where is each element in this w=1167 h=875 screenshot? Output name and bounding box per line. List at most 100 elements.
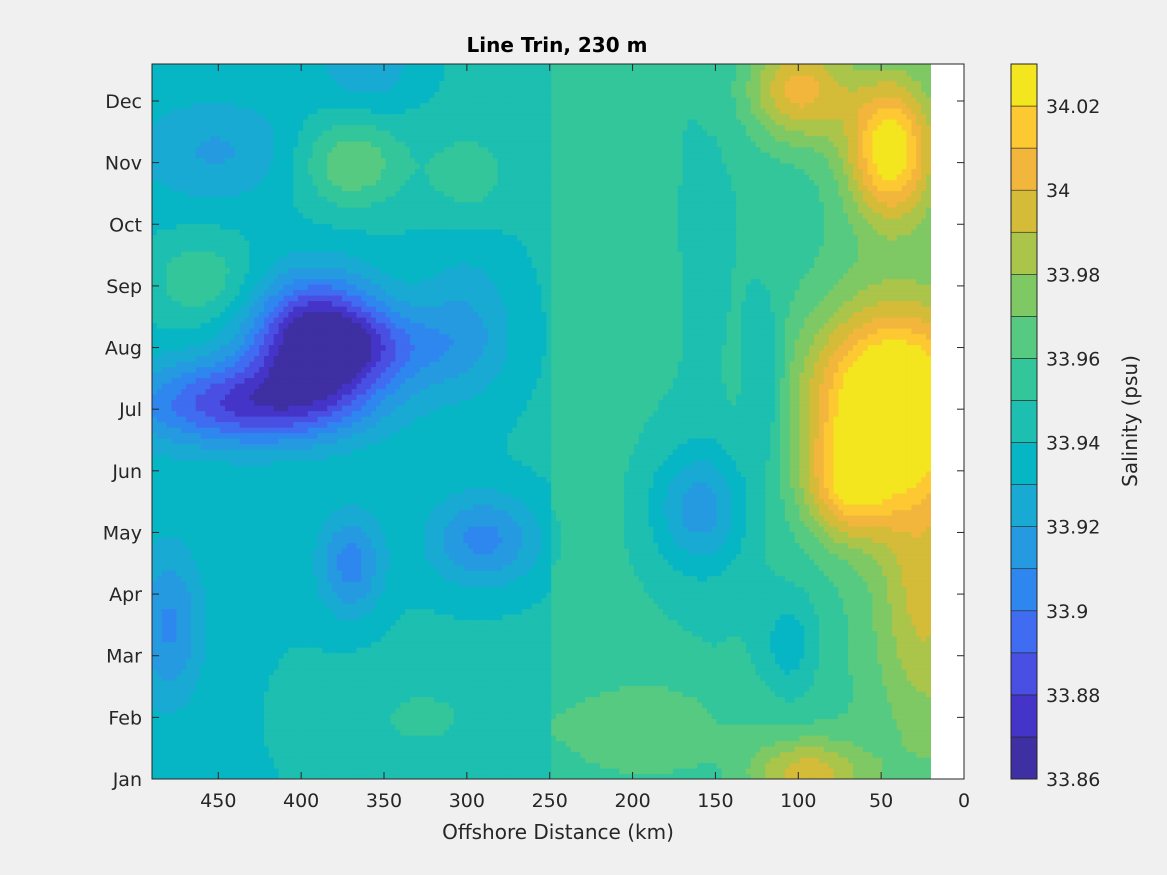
contour-cell (414, 669, 421, 676)
contour-cell (750, 614, 757, 621)
contour-cell (448, 663, 455, 670)
contour-cell (458, 718, 465, 725)
contour-cell (848, 768, 854, 775)
contour-cell (594, 636, 601, 643)
contour-cell (424, 685, 431, 692)
contour-cell (278, 707, 285, 714)
contour-cell (171, 735, 177, 742)
contour-cell (794, 713, 801, 720)
contour-cell (682, 718, 689, 725)
contour-cell (526, 735, 533, 742)
contour-cell (541, 625, 547, 632)
contour-cell (629, 707, 635, 714)
contour-cell (332, 658, 338, 665)
contour-cell (531, 768, 538, 775)
contour-cell (799, 696, 805, 703)
contour-cell (531, 614, 538, 621)
contour-cell (590, 762, 596, 769)
contour-cell (439, 641, 445, 648)
contour-cell (419, 751, 426, 758)
contour-cell (702, 663, 708, 670)
contour-cell (638, 614, 645, 621)
contour-cell (448, 647, 455, 654)
contour-cell (672, 685, 679, 692)
contour-cell (273, 724, 280, 731)
contour-cell (848, 647, 854, 654)
contour-cell (390, 619, 396, 626)
contour-cell (556, 641, 562, 648)
contour-cell (317, 757, 323, 764)
contour-cell (784, 625, 791, 632)
contour-cell (361, 647, 367, 654)
contour-cell (293, 669, 299, 676)
contour-cell (716, 630, 723, 637)
contour-cell (473, 773, 479, 779)
contour-cell (580, 680, 586, 687)
contour-cell (906, 641, 912, 648)
contour-cell (609, 702, 616, 709)
contour-cell (526, 762, 533, 769)
contour-cell (424, 630, 431, 637)
contour-cell (259, 718, 265, 725)
contour-cell (380, 625, 387, 632)
contour-cell (429, 740, 435, 747)
contour-cell (507, 713, 513, 720)
contour-cell (390, 625, 396, 632)
contour-cell (692, 757, 698, 764)
contour-cell (186, 652, 192, 659)
contour-cell (322, 603, 328, 610)
contour-cell (405, 685, 411, 692)
contour-cell (517, 625, 523, 632)
contour-cell (463, 751, 470, 758)
contour-cell (887, 757, 893, 764)
contour-cell (531, 674, 538, 681)
contour-cell (546, 751, 552, 758)
contour-cell (609, 630, 616, 637)
contour-cell (629, 647, 635, 654)
contour-cell (531, 735, 538, 742)
contour-cell (336, 625, 343, 632)
contour-cell (896, 768, 903, 775)
contour-cell (487, 619, 494, 626)
contour-cell (624, 669, 630, 676)
contour-cell (580, 619, 586, 626)
contour-cell (818, 735, 825, 742)
contour-cell (877, 625, 883, 632)
contour-cell (356, 696, 362, 703)
contour-cell (385, 762, 392, 769)
contour-cell (794, 762, 801, 769)
contour-cell (244, 751, 250, 758)
contour-cell (152, 751, 158, 758)
contour-cell (648, 702, 654, 709)
contour-cell (814, 636, 820, 643)
contour-cell (439, 658, 445, 665)
contour-cell (838, 713, 844, 720)
contour-cell (711, 669, 718, 676)
contour-cell (692, 729, 698, 736)
contour-cell (171, 636, 177, 643)
contour-cell (336, 663, 343, 670)
contour-cell (784, 658, 791, 665)
contour-cell (672, 713, 679, 720)
contour-cell (794, 746, 801, 753)
contour-cell (614, 636, 620, 643)
contour-cell (302, 674, 309, 681)
contour-cell (906, 729, 912, 736)
contour-cell (546, 630, 552, 637)
contour-cell (536, 702, 543, 709)
contour-cell (594, 751, 601, 758)
contour-cell (293, 625, 299, 632)
contour-cell (375, 608, 382, 615)
contour-cell (779, 768, 786, 775)
contour-cell (176, 641, 182, 648)
contour-cell (667, 641, 674, 648)
contour-cell (302, 768, 309, 775)
contour-cell (838, 740, 844, 747)
contour-cell (789, 685, 796, 692)
contour-cell (848, 713, 854, 720)
contour-cell (161, 625, 168, 632)
contour-cell (249, 751, 255, 758)
contour-cell (210, 740, 216, 747)
contour-cell (775, 740, 781, 747)
contour-cell (702, 641, 708, 648)
